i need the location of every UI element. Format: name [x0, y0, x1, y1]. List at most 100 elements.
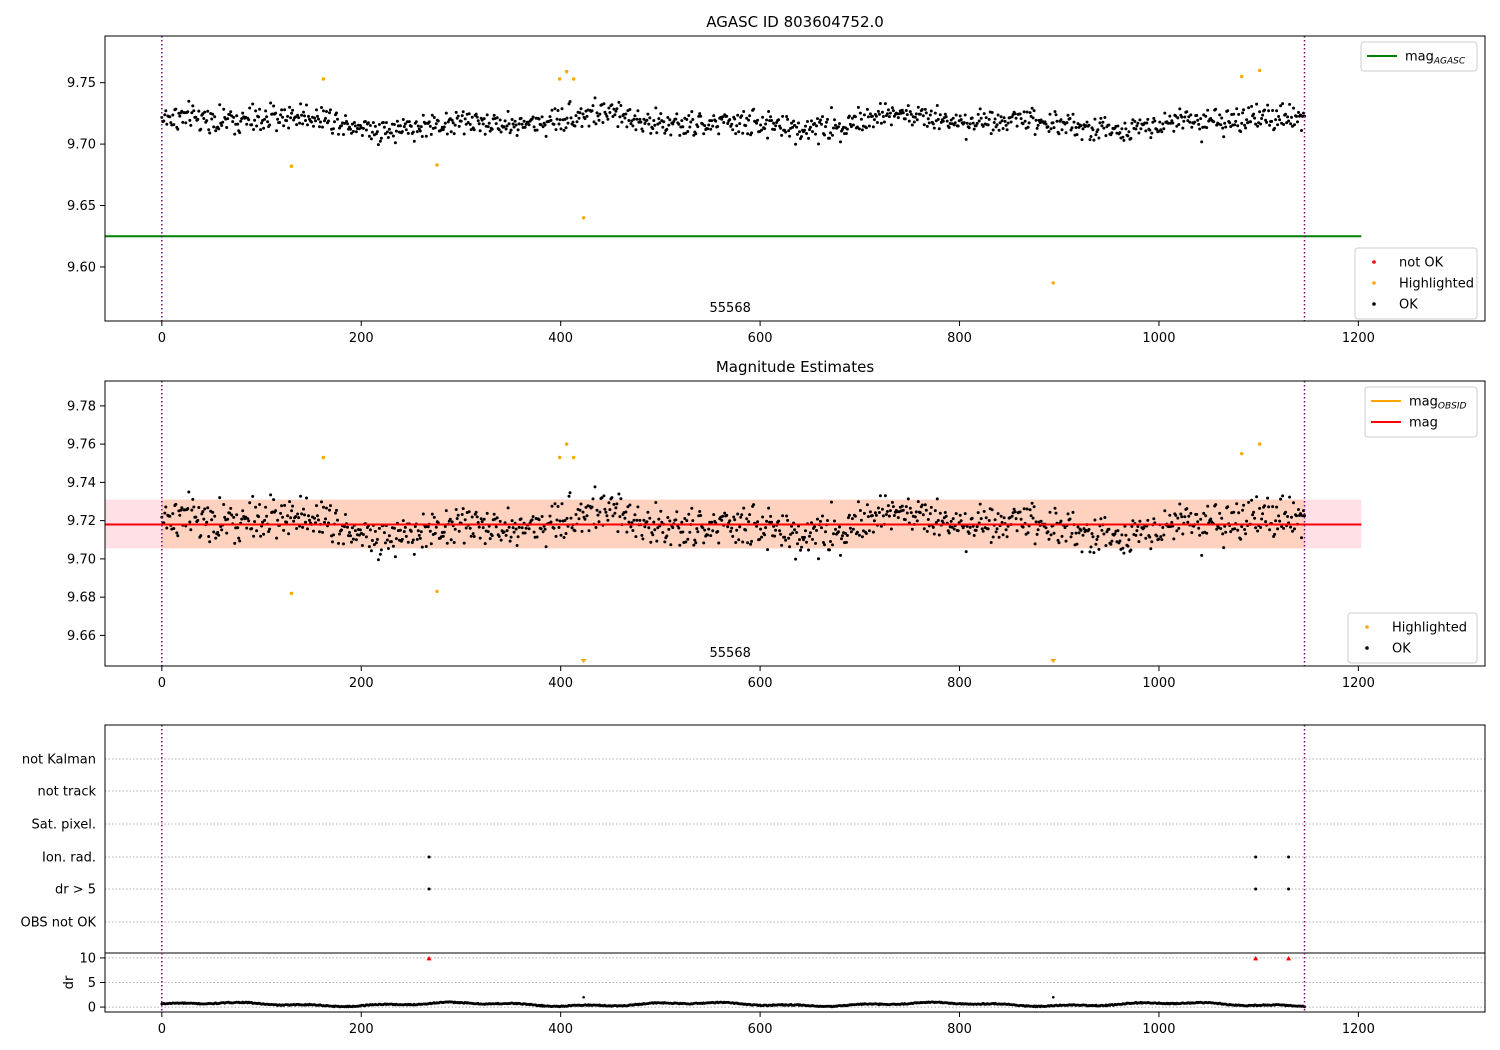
ok-point — [658, 121, 662, 125]
ok-point — [612, 502, 616, 506]
ok-point — [288, 500, 292, 504]
ok-point — [916, 105, 920, 109]
ok-point — [281, 115, 285, 119]
ok-point — [469, 534, 473, 538]
ok-point — [761, 115, 765, 119]
ok-point — [680, 520, 684, 524]
ok-point — [1130, 121, 1134, 125]
ok-point — [779, 532, 783, 536]
ok-point — [247, 519, 251, 523]
ok-point — [515, 544, 519, 547]
ok-point — [668, 118, 672, 122]
ok-point — [492, 512, 496, 516]
ok-point — [1275, 505, 1279, 509]
ok-point — [508, 131, 512, 135]
ok-point — [568, 491, 572, 495]
ok-point — [1253, 516, 1257, 520]
ok-point — [1021, 525, 1025, 529]
ok-point — [1094, 133, 1098, 137]
ok-point — [1144, 536, 1148, 540]
ok-point — [640, 533, 644, 537]
ok-point — [230, 513, 234, 517]
ok-point — [937, 127, 941, 131]
ok-point — [915, 519, 919, 523]
ok-point — [580, 125, 584, 128]
ok-point — [290, 509, 294, 513]
ok-point — [331, 540, 334, 544]
ok-point — [748, 513, 752, 517]
ok-point — [712, 513, 716, 517]
ok-point — [498, 118, 502, 122]
ok-point — [1159, 535, 1163, 539]
ok-point — [1160, 130, 1164, 134]
ok-point — [257, 115, 261, 119]
ok-point — [936, 117, 940, 121]
ok-point — [585, 514, 589, 518]
ok-point — [336, 117, 339, 121]
ok-point — [332, 533, 335, 537]
ok-point — [1258, 506, 1262, 510]
ok-point — [1172, 129, 1176, 133]
ok-point — [315, 108, 318, 112]
ok-point — [981, 124, 985, 128]
ok-point — [1057, 541, 1061, 545]
ok-point — [763, 533, 767, 537]
ok-point — [779, 126, 783, 130]
ok-point — [610, 496, 614, 500]
ok-point — [210, 117, 214, 121]
ok-point — [550, 504, 554, 508]
x-tick-label: 1200 — [1342, 331, 1375, 346]
ok-point — [531, 515, 535, 519]
ok-point — [838, 525, 841, 529]
ok-point — [1077, 531, 1081, 535]
ok-point — [746, 541, 750, 545]
y-tick-label: 9.70 — [67, 138, 96, 153]
ok-point — [562, 128, 566, 132]
ok-point — [862, 113, 866, 117]
ok-point — [265, 514, 269, 518]
ok-point — [1174, 513, 1178, 517]
ok-point — [1053, 506, 1057, 510]
ok-point — [970, 516, 974, 520]
y-tick-label: 9.76 — [67, 438, 96, 453]
flag-row-label: Sat. pixel. — [32, 818, 96, 833]
ok-point — [407, 120, 411, 124]
ok-point — [556, 505, 560, 508]
ok-point — [250, 123, 254, 127]
ok-point — [207, 535, 211, 538]
ok-point — [336, 518, 339, 522]
ok-point — [1004, 123, 1008, 127]
ok-point — [648, 116, 652, 120]
ok-point — [739, 515, 743, 519]
ok-point — [264, 505, 268, 509]
ok-point — [346, 122, 349, 126]
ok-point — [406, 131, 410, 135]
x-tick-label: 200 — [349, 331, 374, 346]
ok-point — [994, 530, 998, 534]
ok-point — [991, 535, 995, 539]
ok-point — [497, 534, 501, 538]
ok-point — [725, 513, 729, 517]
ok-point — [302, 507, 305, 511]
ok-point — [506, 109, 510, 113]
ok-point — [777, 519, 781, 523]
ok-point — [624, 112, 628, 116]
ok-point — [1256, 529, 1260, 533]
ok-point — [1044, 526, 1048, 530]
ok-point — [202, 117, 206, 120]
ok-point — [1035, 532, 1039, 536]
ok-point — [747, 118, 751, 122]
ok-point — [319, 120, 322, 124]
ok-point — [681, 530, 685, 534]
ok-point — [345, 120, 348, 123]
ok-point — [206, 109, 210, 113]
ok-point — [781, 514, 785, 518]
ok-point — [756, 520, 760, 524]
ok-point — [805, 540, 808, 544]
ok-point — [1281, 102, 1285, 106]
ok-point — [981, 529, 985, 533]
ok-point — [1292, 106, 1295, 110]
ok-point — [619, 497, 623, 501]
ok-point — [841, 534, 844, 538]
